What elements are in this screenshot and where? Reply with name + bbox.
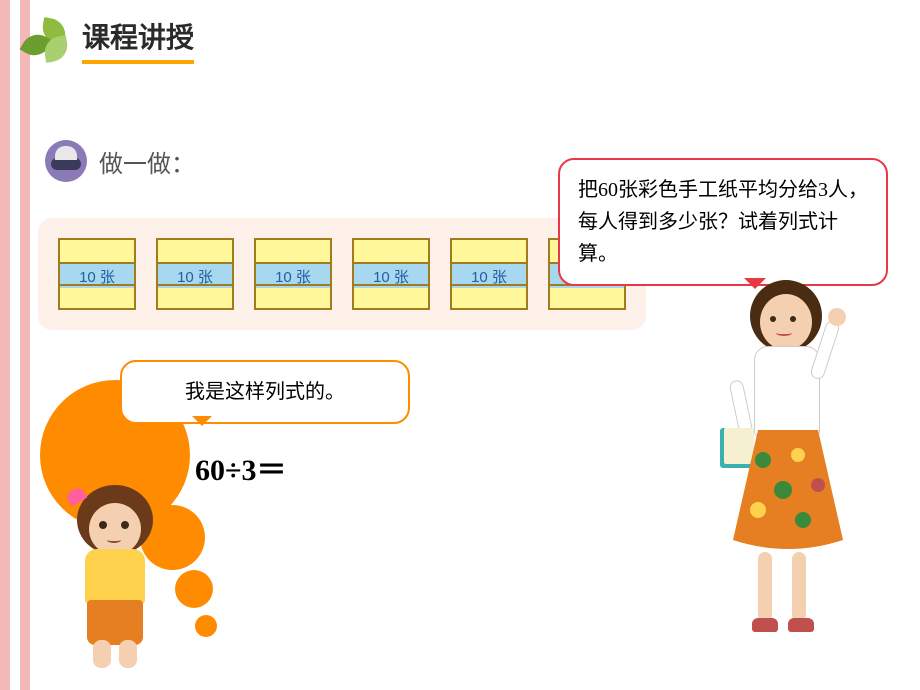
paper-card: 10 张 bbox=[450, 238, 528, 310]
stripe-1 bbox=[0, 0, 10, 690]
paper-label: 10 张 bbox=[60, 264, 134, 288]
paper-label: 10 张 bbox=[452, 264, 526, 288]
stripe-3 bbox=[20, 0, 30, 690]
page-title: 课程讲授 bbox=[82, 16, 194, 64]
paper-label: 10 张 bbox=[158, 264, 232, 288]
paper-label: 10 张 bbox=[354, 264, 428, 288]
racoon-icon bbox=[45, 140, 87, 182]
question-text: 把60张彩色手工纸平均分给3人，每人得到多少张？试着列式计算。 bbox=[578, 179, 868, 265]
paper-card: 10 张 bbox=[58, 238, 136, 310]
teacher-illustration bbox=[710, 280, 865, 645]
paper-card: 10 张 bbox=[156, 238, 234, 310]
paper-stack-container: 10 张 10 张 10 张 10 张 10 张 10 张 bbox=[38, 218, 646, 330]
question-bubble: 把60张彩色手工纸平均分给3人，每人得到多少张？试着列式计算。 bbox=[558, 158, 888, 286]
equation: 60÷3＝ bbox=[195, 445, 286, 489]
paper-label: 10 张 bbox=[256, 264, 330, 288]
page-header: 课程讲授 bbox=[20, 15, 194, 65]
subheader: 做一做： bbox=[45, 140, 195, 182]
leaf-logo-icon bbox=[20, 15, 70, 65]
stripe-2 bbox=[10, 0, 20, 690]
paper-card: 10 张 bbox=[352, 238, 430, 310]
student-bubble: 我是这样列式的。 bbox=[120, 360, 410, 424]
paper-card: 10 张 bbox=[254, 238, 332, 310]
thought-circle-3 bbox=[175, 570, 213, 608]
student-text: 我是这样列式的。 bbox=[185, 381, 345, 403]
thought-circle-4 bbox=[195, 615, 217, 637]
girl-illustration bbox=[65, 485, 165, 675]
subheader-label: 做一做： bbox=[99, 144, 195, 179]
